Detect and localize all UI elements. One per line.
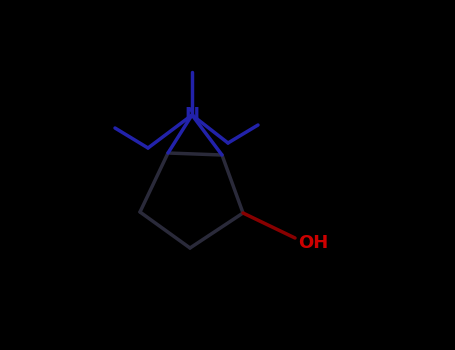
Text: N: N	[184, 106, 199, 124]
Text: OH: OH	[298, 234, 328, 252]
